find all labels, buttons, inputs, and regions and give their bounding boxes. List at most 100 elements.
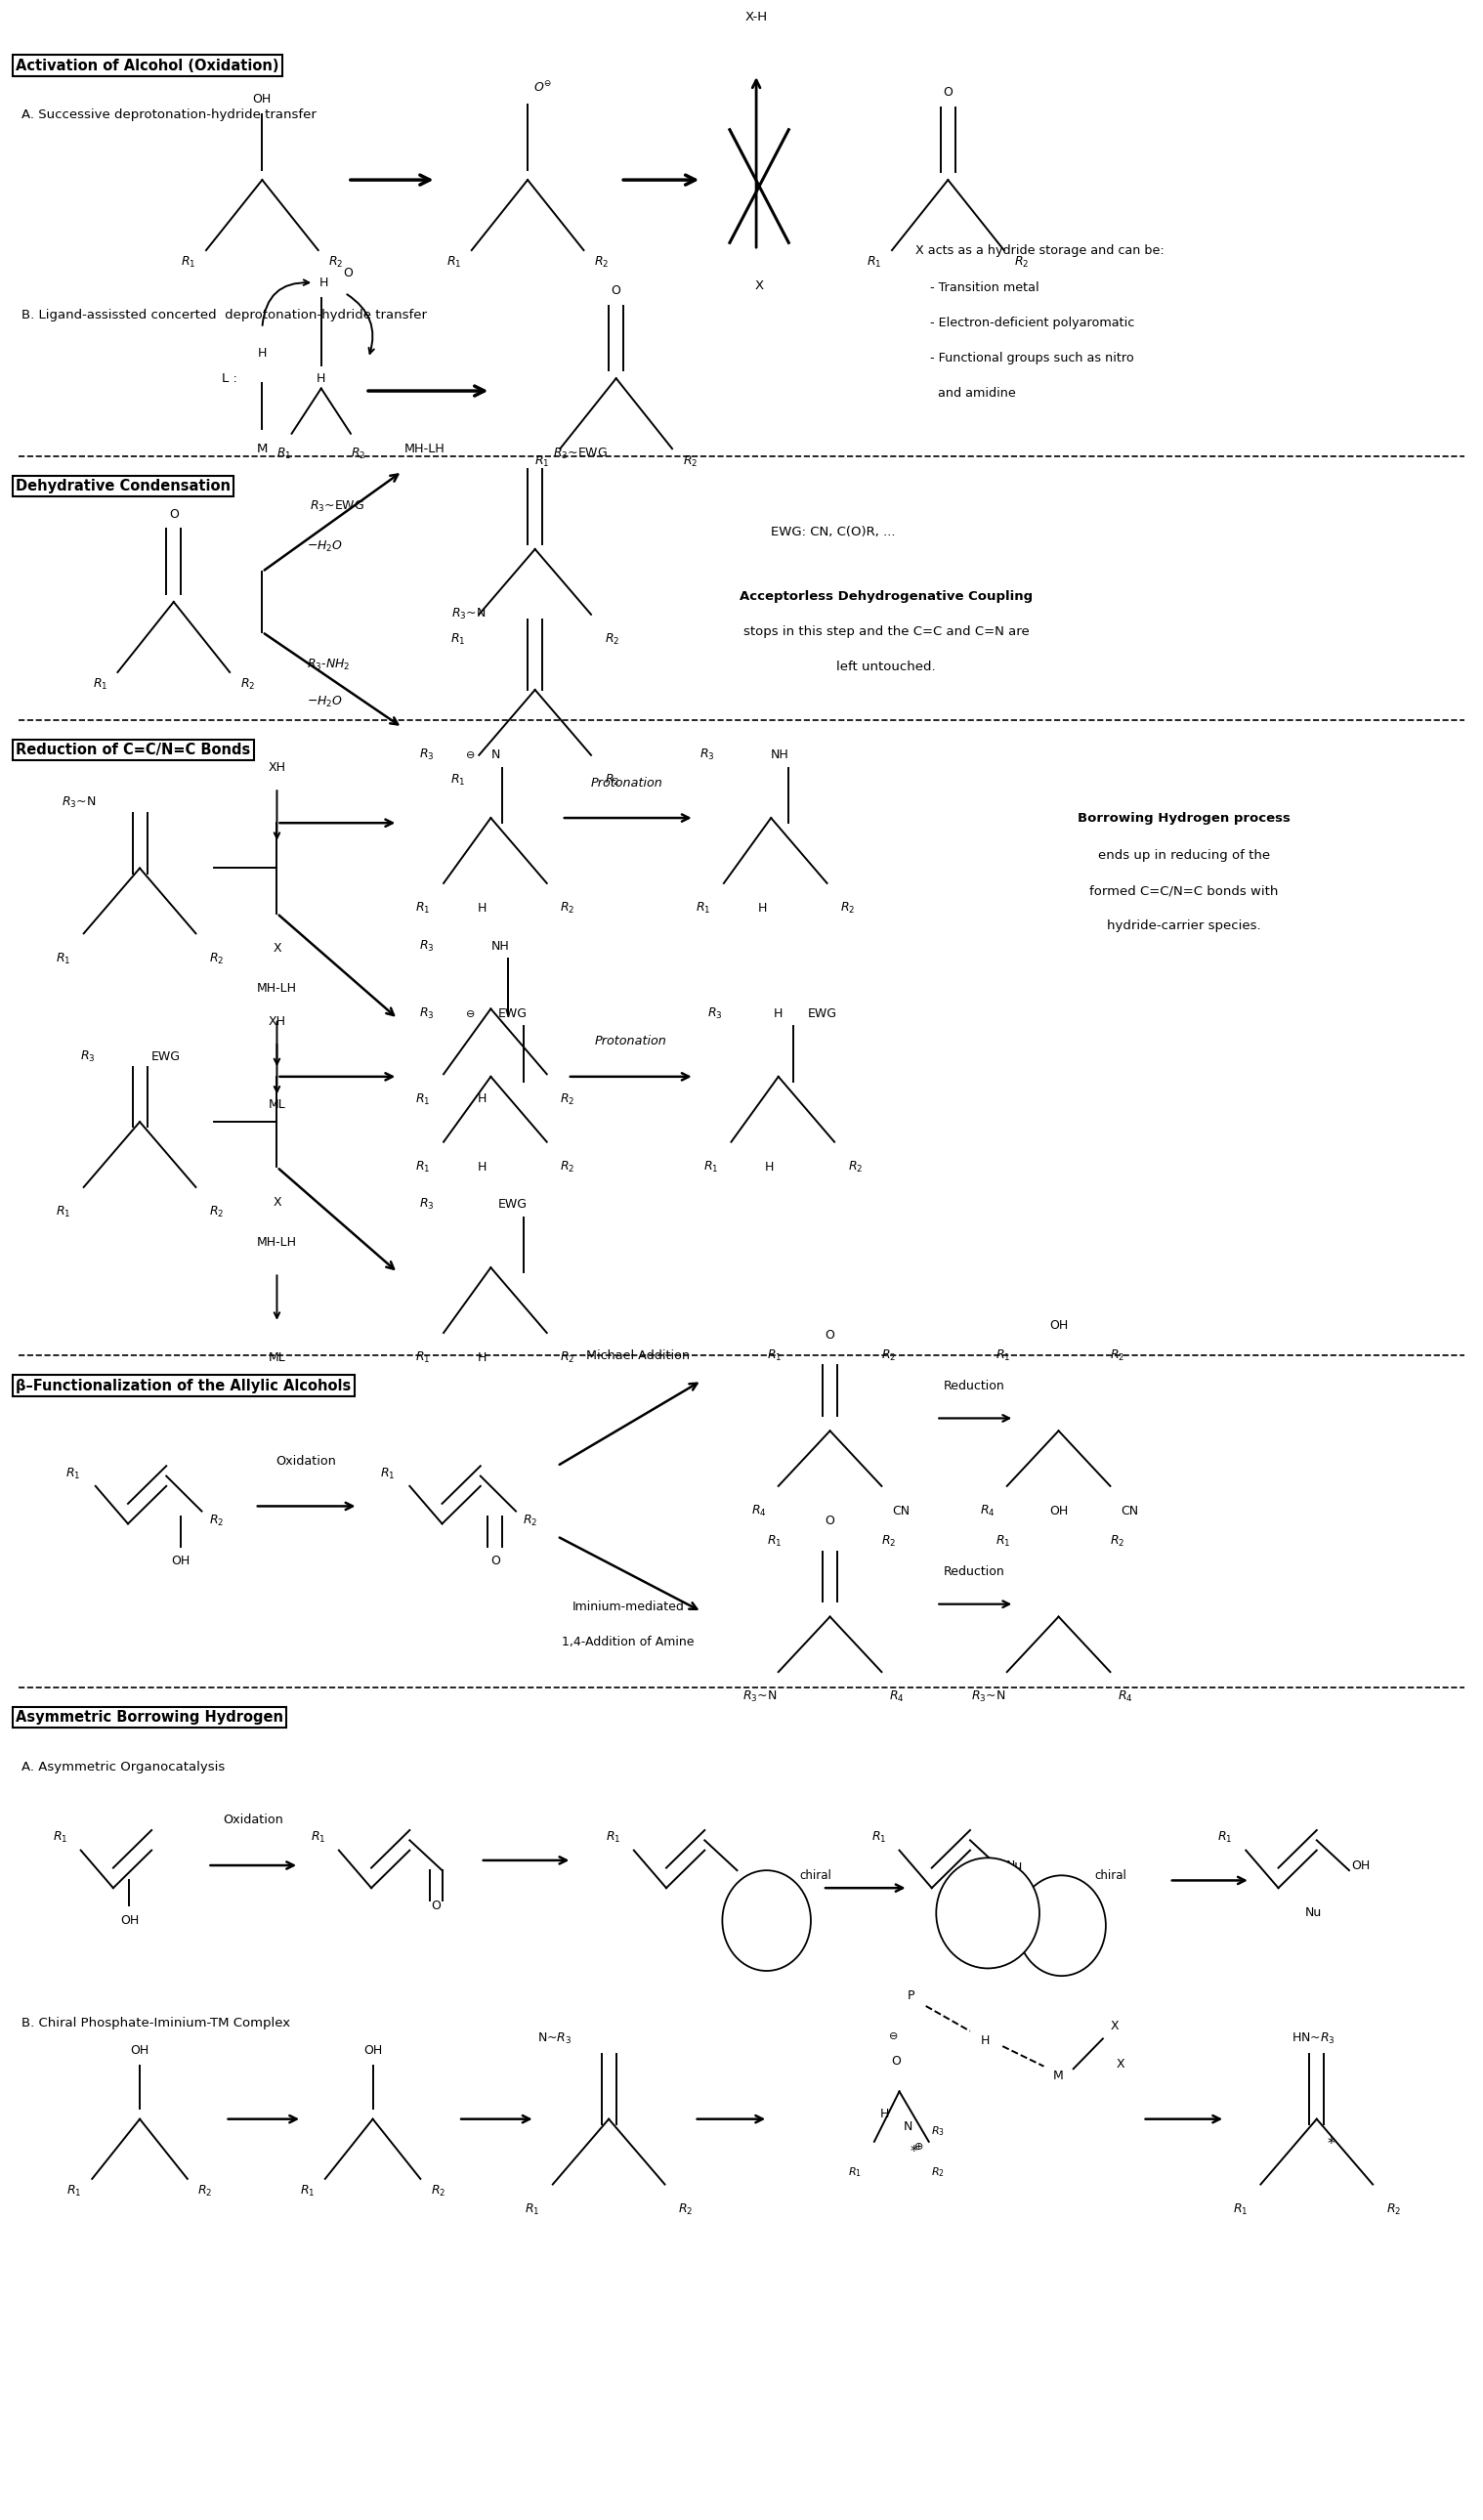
Text: $R_1$: $R_1$: [525, 2202, 540, 2218]
Text: H: H: [774, 1008, 783, 1021]
Text: OH: OH: [1048, 1504, 1068, 1517]
Text: MH-LH: MH-LH: [257, 983, 297, 995]
Text: N: N: [491, 748, 500, 761]
Text: XH: XH: [268, 1016, 286, 1028]
Text: $R_2$: $R_2$: [240, 678, 255, 693]
Text: $R_1$: $R_1$: [1232, 2202, 1247, 2218]
Text: EWG: EWG: [808, 1008, 838, 1021]
Text: hydride-carrier species.: hydride-carrier species.: [1106, 920, 1261, 932]
Text: H: H: [478, 902, 486, 915]
Text: $R_2$: $R_2$: [931, 2165, 945, 2180]
Text: $R_3$~N: $R_3$~N: [451, 607, 486, 622]
Text: XH: XH: [268, 761, 286, 774]
Text: X: X: [1117, 2056, 1124, 2069]
Text: $R_1$: $R_1$: [866, 255, 882, 270]
Text: H: H: [316, 373, 326, 386]
Text: $N^{\oplus}$: $N^{\oplus}$: [758, 1915, 774, 1928]
Text: OH: OH: [120, 1915, 139, 1928]
Text: $R_1$: $R_1$: [67, 2185, 82, 2200]
Text: N: N: [903, 2119, 912, 2132]
Text: $R_1$: $R_1$: [848, 2165, 862, 2180]
Text: MH-LH: MH-LH: [403, 444, 445, 456]
Text: formed C=C/N=C bonds with: formed C=C/N=C bonds with: [1090, 885, 1278, 897]
Text: $R_1$: $R_1$: [415, 1351, 430, 1366]
Text: Protonation: Protonation: [595, 1036, 667, 1048]
Text: and amidine: and amidine: [930, 388, 1016, 401]
Text: O: O: [891, 2054, 902, 2066]
Text: Iminium-mediated: Iminium-mediated: [572, 1600, 684, 1613]
Text: $R_3$~N: $R_3$~N: [742, 1691, 777, 1704]
Text: $R_2$: $R_2$: [682, 454, 697, 469]
Text: $R_3$: $R_3$: [700, 748, 715, 764]
Text: CN: CN: [891, 1504, 909, 1517]
Text: $R_3$: $R_3$: [80, 1048, 95, 1063]
Text: Acceptorless Dehydrogenative Coupling: Acceptorless Dehydrogenative Coupling: [740, 590, 1032, 602]
Text: M: M: [1053, 2069, 1063, 2082]
Text: $R_2$: $R_2$: [328, 255, 344, 270]
Text: $R_2$: $R_2$: [1387, 2202, 1401, 2218]
Text: $R_2$: $R_2$: [430, 2185, 445, 2200]
Text: H: H: [765, 1162, 774, 1174]
Text: $R_2$: $R_2$: [350, 446, 365, 461]
Text: Reduction of C=C/N=C Bonds: Reduction of C=C/N=C Bonds: [16, 743, 251, 759]
Text: - Transition metal: - Transition metal: [930, 282, 1040, 295]
Text: $R_3$: $R_3$: [420, 1005, 435, 1021]
Text: $R_2$: $R_2$: [197, 2185, 212, 2200]
Text: H: H: [319, 277, 329, 290]
Text: $\ominus$: $\ominus$: [888, 2031, 899, 2041]
Ellipse shape: [722, 1870, 811, 1971]
Text: $R_1$: $R_1$: [446, 255, 461, 270]
Text: $R_1$: $R_1$: [703, 1159, 718, 1174]
Text: OH: OH: [252, 93, 271, 106]
Text: O: O: [491, 1555, 500, 1567]
Text: *: *: [1327, 2137, 1335, 2152]
Text: X-H: X-H: [744, 10, 768, 23]
Text: $R_1$: $R_1$: [181, 255, 196, 270]
Text: Borrowing Hydrogen process: Borrowing Hydrogen process: [1078, 811, 1290, 824]
Text: chiral: chiral: [799, 1870, 832, 1882]
Text: O: O: [432, 1900, 440, 1913]
Text: $R_3$: $R_3$: [931, 2124, 945, 2139]
Text: - Electron-deficient polyaromatic: - Electron-deficient polyaromatic: [930, 318, 1134, 330]
Text: Oxidation: Oxidation: [222, 1814, 283, 1827]
Text: X acts as a hydride storage and can be:: X acts as a hydride storage and can be:: [915, 244, 1164, 257]
Text: Asymmetric Borrowing Hydrogen: Asymmetric Borrowing Hydrogen: [16, 1711, 283, 1724]
Text: H: H: [758, 902, 767, 915]
Text: X: X: [755, 280, 764, 292]
Text: MH-LH: MH-LH: [257, 1237, 297, 1250]
Text: $R_3$: $R_3$: [707, 1005, 722, 1021]
Text: ends up in reducing of the: ends up in reducing of the: [1097, 849, 1269, 862]
Text: β–Functionalization of the Allylic Alcohols: β–Functionalization of the Allylic Alcoh…: [16, 1378, 351, 1394]
Text: $-H_2O$: $-H_2O$: [307, 696, 343, 711]
Text: $R_2$: $R_2$: [561, 1159, 575, 1174]
Text: $R_1$: $R_1$: [605, 1830, 621, 1845]
Text: N~$R_3$: N~$R_3$: [537, 2031, 572, 2046]
Text: H: H: [478, 1162, 486, 1174]
Text: stops in this step and the C=C and C=N are: stops in this step and the C=C and C=N a…: [743, 625, 1029, 638]
Text: $O^{\ominus}$: $O^{\ominus}$: [532, 81, 552, 93]
Text: A. Asymmetric Organocatalysis: A. Asymmetric Organocatalysis: [22, 1761, 225, 1774]
Text: $\ominus$: $\ominus$: [466, 751, 475, 761]
Text: $R_2$: $R_2$: [561, 1351, 575, 1366]
Text: $R_1$: $R_1$: [767, 1348, 782, 1363]
Text: Nu: Nu: [1005, 1860, 1023, 1872]
Text: $R_2$: $R_2$: [881, 1535, 896, 1550]
Text: OH: OH: [131, 2044, 150, 2056]
Text: $R_1$: $R_1$: [65, 1467, 82, 1482]
Text: $R_2$: $R_2$: [1111, 1535, 1126, 1550]
Text: H: H: [980, 2034, 989, 2049]
Text: H: H: [478, 1351, 486, 1363]
Text: $R_1$: $R_1$: [1218, 1830, 1232, 1845]
Text: $R_1$: $R_1$: [451, 633, 466, 648]
Text: 1,4-Addition of Amine: 1,4-Addition of Amine: [562, 1635, 694, 1648]
Text: EWG: EWG: [151, 1051, 181, 1063]
Text: $R_1$: $R_1$: [415, 1091, 430, 1106]
Text: $R_2$: $R_2$: [604, 774, 620, 789]
Text: NH: NH: [771, 748, 789, 761]
Text: OH: OH: [363, 2044, 383, 2056]
Text: $R_1$: $R_1$: [995, 1535, 1010, 1550]
Text: EWG: EWG: [498, 1008, 528, 1021]
Text: $R_2$: $R_2$: [593, 255, 610, 270]
Text: HN~$R_3$: HN~$R_3$: [1292, 2031, 1336, 2046]
Text: $R_4$: $R_4$: [888, 1691, 905, 1704]
